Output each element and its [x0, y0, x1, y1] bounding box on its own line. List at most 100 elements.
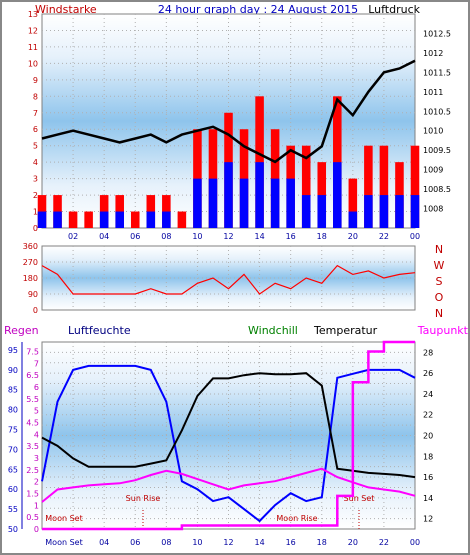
- p1-title: 24 hour graph day : 24 August 2015: [158, 3, 358, 16]
- p3-mid-tick-5: 5: [34, 407, 39, 416]
- p3-mid-tick-2: 2: [34, 478, 39, 487]
- p1-bar-windstarke: [162, 195, 171, 228]
- p3-header-windchill: Windchill: [248, 324, 298, 337]
- x-tick-label-20: 20: [348, 232, 358, 241]
- p3-x-tick-18: 18: [317, 538, 327, 547]
- x-tick-label-04: 04: [99, 232, 109, 241]
- p1-ylabel-right: Luftdruck: [368, 3, 420, 16]
- p3-right-tick-26: 26: [423, 369, 433, 378]
- p1-bar-windboen: [270, 178, 280, 228]
- p1-bar-windboen: [208, 178, 218, 228]
- p1-left-tick-0: 0: [33, 224, 38, 233]
- p3-mid-tick-2.5: 2.5: [26, 466, 39, 475]
- p1-bar-windstarke: [364, 145, 373, 228]
- p2-tick-360: 360: [23, 242, 38, 251]
- p1-bar-windboen: [239, 178, 249, 228]
- p1-right-tick-1011.5: 1011.5: [423, 68, 451, 77]
- p2-line-windrichtung: [41, 264, 416, 295]
- p1-left-tick-2: 2: [33, 191, 38, 200]
- x-tick-label-00: 00: [410, 232, 420, 241]
- p1-bar-windstarke: [177, 211, 187, 228]
- p1-right-tick-1008.5: 1008.5: [423, 185, 451, 194]
- p1-left-tick-9: 9: [33, 76, 38, 85]
- p3-x-tick-08: 08: [161, 538, 171, 547]
- p3-right-tick-20: 20: [423, 432, 433, 441]
- p3-mid-tick-3.5: 3.5: [26, 442, 39, 451]
- p1-bar-windboen: [301, 195, 311, 228]
- p1-right-tick-1010.5: 1010.5: [423, 107, 451, 116]
- p1-right-tick-1009.5: 1009.5: [423, 146, 451, 155]
- p2-tick-90: 90: [28, 290, 38, 299]
- x-tick-label-22: 22: [379, 232, 389, 241]
- p1-bar-windboen: [379, 195, 389, 228]
- p3-mid-tick-7: 7: [34, 359, 39, 368]
- p1-bar-windstarke: [99, 195, 109, 228]
- p3-left-tick-90: 90: [8, 366, 18, 375]
- p1-line-luftdruck: [41, 59, 416, 164]
- p1-left-tick-6: 6: [33, 125, 38, 134]
- p1-bar-windboen: [333, 162, 342, 228]
- p3-header-taupunkt: Taupunkt: [417, 324, 468, 337]
- p3-mid-tick-1.5: 1.5: [26, 489, 39, 498]
- p3-line-luftfeuchte: [41, 364, 416, 523]
- p3-right-tick-12: 12: [423, 515, 433, 524]
- p1-bar-windboen: [255, 162, 264, 228]
- p3-x-tick-14: 14: [254, 538, 264, 547]
- p3-left-tick-95: 95: [8, 346, 18, 355]
- p3-left-tick-50: 50: [8, 525, 18, 534]
- p1-bar-windstarke: [53, 195, 62, 228]
- p1-bar-windboen: [115, 211, 124, 228]
- p1-left-tick-12: 12: [28, 26, 38, 35]
- p3-annotation-4: Moon Set: [45, 538, 82, 547]
- p3-mid-tick-7.5: 7.5: [26, 347, 39, 356]
- p3-mid-tick-5.5: 5.5: [26, 395, 39, 404]
- p1-left-tick-1: 1: [33, 208, 38, 217]
- p1-bar-windboen: [193, 178, 202, 228]
- p1-left-tick-13: 13: [28, 10, 38, 19]
- p1-left-tick-3: 3: [33, 175, 38, 184]
- p1-right-tick-1010: 1010: [423, 127, 443, 136]
- p1-right-tick-1009: 1009: [423, 166, 443, 175]
- p3-left-tick-55: 55: [8, 505, 18, 514]
- p1-bar-windboen: [99, 211, 109, 228]
- p1-bar-windboen: [286, 178, 295, 228]
- x-tick-label-16: 16: [286, 232, 296, 241]
- p3-x-tick-22: 22: [379, 538, 389, 547]
- p1-bar-windstarke: [146, 195, 156, 228]
- p3-header-temperatur: Temperatur: [313, 324, 378, 337]
- p3-x-tick-12: 12: [223, 538, 233, 547]
- p1-right-tick-1011: 1011: [423, 88, 443, 97]
- p2-compass-2-s: S: [436, 275, 443, 288]
- p3-left-tick-75: 75: [8, 426, 18, 435]
- p1-left-tick-11: 11: [28, 43, 38, 52]
- p1-left-tick-10: 10: [28, 59, 38, 68]
- p3-x-tick-00: 00: [410, 538, 420, 547]
- p1-bar-windstarke: [115, 195, 124, 228]
- p3-left-tick-80: 80: [8, 406, 18, 415]
- p3-annotation-1: Sun Rise: [126, 494, 161, 503]
- p2-compass-0-n: N: [435, 243, 443, 256]
- p3-left-tick-60: 60: [8, 485, 18, 494]
- p1-bar-windboen: [317, 195, 327, 228]
- p3-x-tick-10: 10: [192, 538, 202, 547]
- p3-right-tick-28: 28: [423, 348, 433, 357]
- p2-compass-4-n: N: [435, 307, 443, 320]
- p3-right-tick-24: 24: [423, 390, 433, 399]
- p3-header-regen: Regen: [4, 324, 39, 337]
- p1-bar-windstarke: [301, 145, 311, 228]
- p1-bar-windboen: [348, 211, 358, 228]
- p3-series-group: 5055606570758085909500.511.522.533.544.5…: [8, 340, 433, 547]
- p3-right-tick-16: 16: [423, 473, 433, 482]
- p1-bar-windstarke: [379, 145, 389, 228]
- p3-mid-tick-4.5: 4.5: [26, 418, 39, 427]
- p1-bar-windstarke: [84, 211, 93, 228]
- p1-bar-windstarke: [68, 211, 78, 228]
- p1-series-group: 01234567891011121310081008.510091009.510…: [28, 10, 451, 241]
- p3-x-tick-04: 04: [99, 538, 109, 547]
- x-tick-label-12: 12: [223, 232, 233, 241]
- p3-header-labels: Regen Luftfeuchte Windchill Temperatur Taupu…: [4, 324, 468, 337]
- p3-mid-tick-4: 4: [34, 430, 39, 439]
